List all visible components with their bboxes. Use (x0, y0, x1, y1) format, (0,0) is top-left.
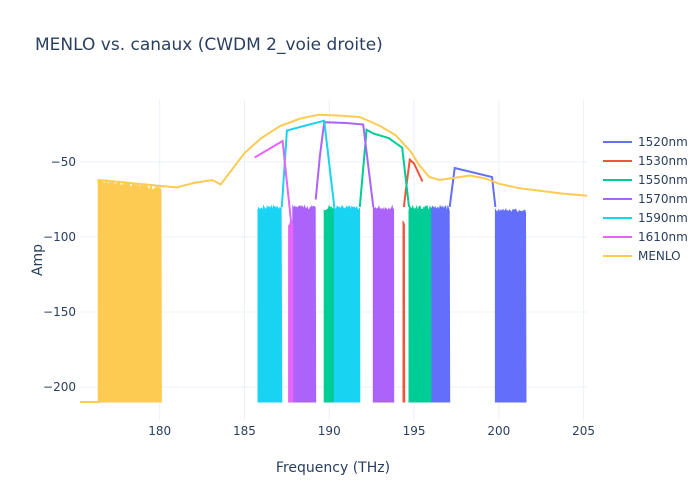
legend-item: 1570nm (603, 192, 688, 206)
x-tick-label: 200 (487, 424, 510, 438)
series-1570nm (292, 121, 395, 403)
series-line (254, 139, 293, 223)
y-axis-label: Amp (30, 244, 46, 276)
series-1520nm (430, 166, 527, 403)
noise-band (257, 204, 283, 403)
y-axis-ticks: −50 −100 −150 −200 (43, 155, 76, 394)
x-tick-label: 195 (403, 424, 426, 438)
y-tick-label: −50 (51, 155, 76, 169)
legend: 1520nm 1530nm 1550nm 1570nm 1590nm 1610nm MENL… (603, 135, 688, 263)
series-1530nm (402, 157, 424, 403)
x-axis-label: Frequency (THz) (276, 460, 390, 476)
series-1590nm (257, 119, 361, 403)
noise-band (98, 178, 162, 403)
legend-label: 1520nm (638, 135, 688, 149)
x-tick-label: 180 (148, 424, 171, 438)
y-tick-label: −200 (43, 380, 76, 394)
noise-band (372, 204, 395, 403)
noise-band (333, 204, 361, 403)
legend-item: 1530nm (603, 154, 688, 168)
legend-item: 1520nm (603, 135, 688, 149)
series-1610nm (254, 139, 294, 403)
x-tick-label: 185 (233, 424, 256, 438)
series-line (402, 157, 424, 208)
legend-label: 1530nm (638, 154, 688, 168)
noise-band (494, 207, 527, 403)
x-tick-label: 190 (318, 424, 341, 438)
legend-item: MENLO (603, 249, 681, 263)
x-axis-ticks: 180 185 190 195 200 205 (148, 424, 595, 438)
noise-band (430, 204, 451, 403)
noise-band (408, 204, 432, 403)
noise-band (323, 204, 335, 403)
series-line (314, 121, 375, 208)
noise-band (402, 220, 406, 403)
series-1550nm (323, 128, 432, 403)
x-tick-label: 205 (572, 424, 595, 438)
legend-label: 1570nm (638, 192, 688, 206)
legend-item: 1590nm (603, 211, 688, 225)
legend-item: 1610nm (603, 230, 688, 244)
series-line (280, 119, 336, 208)
series-line (448, 166, 497, 208)
legend-label: 1590nm (638, 211, 688, 225)
series-menlo (80, 113, 588, 403)
legend-item: 1550nm (603, 173, 688, 187)
plot-area (80, 113, 588, 403)
noise-band (292, 204, 317, 403)
noise-band (288, 220, 294, 403)
legend-label: MENLO (638, 249, 681, 263)
chart-title: MENLO vs. canaux (CWDM 2_voie droite) (35, 35, 383, 55)
series-line (80, 113, 588, 403)
y-tick-label: −100 (43, 230, 76, 244)
y-tick-label: −150 (43, 305, 76, 319)
legend-label: 1610nm (638, 230, 688, 244)
legend-label: 1550nm (638, 173, 688, 187)
